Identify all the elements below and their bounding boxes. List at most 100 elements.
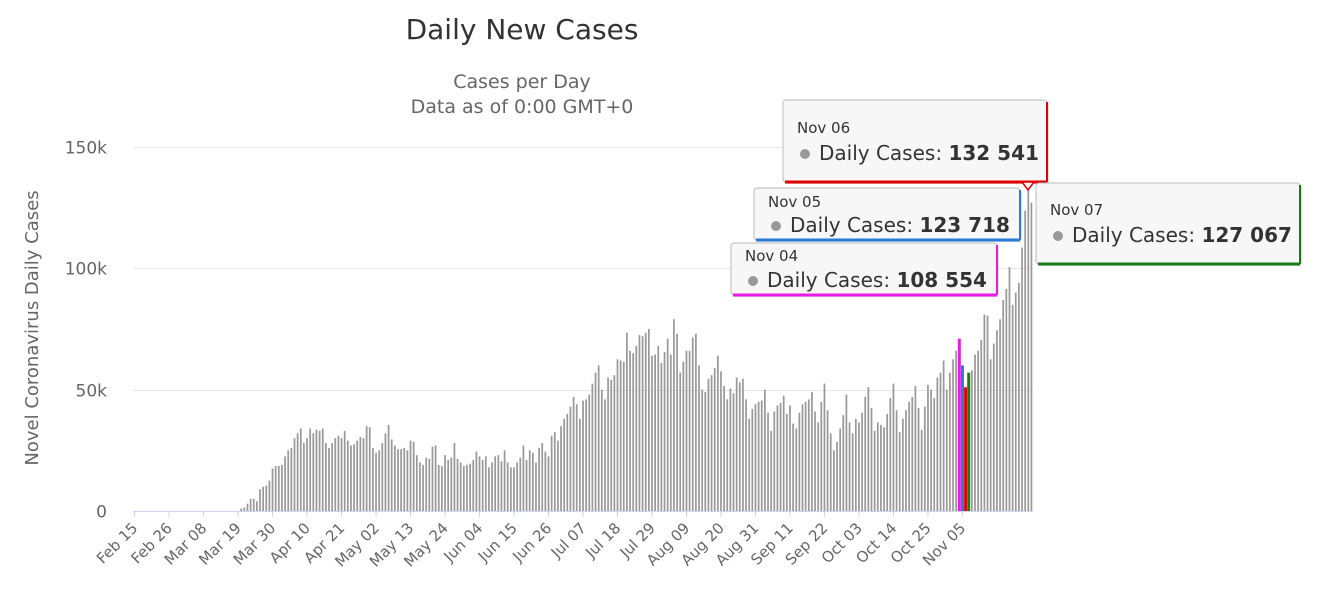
bar[interactable] — [663, 352, 666, 511]
bar[interactable] — [312, 433, 315, 511]
bar[interactable] — [785, 413, 788, 511]
bar[interactable] — [610, 379, 613, 511]
bar[interactable] — [876, 422, 879, 511]
bar[interactable] — [469, 463, 471, 511]
bar[interactable] — [306, 438, 308, 511]
bar[interactable] — [691, 337, 694, 511]
bar[interactable] — [632, 353, 635, 511]
bar[interactable] — [1018, 282, 1020, 511]
bar[interactable] — [845, 394, 848, 511]
bar[interactable] — [488, 467, 490, 511]
bar[interactable] — [811, 392, 813, 511]
bar[interactable] — [647, 329, 650, 511]
bar[interactable] — [503, 450, 506, 511]
bar[interactable] — [372, 447, 374, 511]
bar[interactable] — [735, 377, 738, 511]
bar[interactable] — [510, 467, 512, 511]
bar[interactable] — [767, 412, 769, 511]
bar[interactable] — [585, 399, 587, 511]
bar[interactable] — [575, 404, 578, 511]
bar[interactable] — [541, 443, 544, 511]
bar[interactable] — [412, 441, 415, 511]
bar[interactable] — [886, 413, 889, 511]
bar[interactable] — [572, 396, 575, 511]
bar[interactable] — [506, 462, 509, 511]
bar[interactable] — [688, 350, 691, 511]
bar[interactable] — [861, 412, 863, 511]
bar[interactable] — [531, 452, 534, 511]
bar[interactable] — [820, 401, 823, 511]
bar[interactable] — [745, 399, 747, 511]
bar[interactable] — [274, 466, 277, 511]
highlighted-bar[interactable] — [960, 365, 964, 511]
bar[interactable] — [779, 403, 782, 511]
bar[interactable] — [359, 436, 362, 511]
bar[interactable] — [905, 410, 907, 511]
bar[interactable] — [1002, 299, 1005, 511]
bar[interactable] — [249, 498, 252, 511]
bar[interactable] — [977, 350, 979, 511]
bar[interactable] — [669, 354, 672, 511]
bar[interactable] — [970, 370, 973, 511]
bar[interactable] — [569, 406, 572, 511]
bar[interactable] — [1024, 210, 1027, 511]
bar[interactable] — [760, 400, 763, 511]
bar[interactable] — [277, 466, 280, 511]
bar[interactable] — [409, 440, 412, 511]
bar[interactable] — [462, 466, 465, 511]
bar[interactable] — [334, 438, 337, 511]
bar[interactable] — [936, 377, 939, 511]
bar[interactable] — [980, 339, 983, 511]
bar[interactable] — [942, 360, 945, 511]
bar[interactable] — [1008, 267, 1011, 511]
bar[interactable] — [698, 365, 700, 511]
bar[interactable] — [303, 443, 305, 511]
bar[interactable] — [356, 440, 359, 511]
bar[interactable] — [673, 319, 675, 511]
bar[interactable] — [701, 389, 704, 511]
bar[interactable] — [271, 468, 274, 511]
bar[interactable] — [497, 455, 500, 511]
bar[interactable] — [400, 449, 402, 511]
bar[interactable] — [704, 392, 707, 511]
bar[interactable] — [597, 365, 600, 511]
bar[interactable] — [864, 396, 867, 511]
bar[interactable] — [732, 393, 735, 511]
bar[interactable] — [748, 418, 751, 511]
bar[interactable] — [952, 359, 954, 511]
bar[interactable] — [720, 371, 722, 511]
bar[interactable] — [456, 458, 459, 511]
bar[interactable] — [450, 457, 453, 511]
bar[interactable] — [782, 395, 785, 511]
bar[interactable] — [795, 428, 798, 511]
bar[interactable] — [284, 456, 286, 511]
bar[interactable] — [842, 415, 845, 511]
bar[interactable] — [817, 422, 820, 511]
bar[interactable] — [626, 332, 628, 511]
bar[interactable] — [801, 404, 804, 511]
bar[interactable] — [789, 405, 791, 511]
bar[interactable] — [707, 378, 710, 511]
bar[interactable] — [955, 350, 958, 511]
bar[interactable] — [911, 396, 914, 511]
bar[interactable] — [343, 430, 346, 511]
bar[interactable] — [579, 418, 581, 511]
bar[interactable] — [513, 467, 515, 511]
bar[interactable] — [616, 359, 619, 511]
bar[interactable] — [252, 498, 255, 511]
bar[interactable] — [804, 401, 807, 511]
bar[interactable] — [629, 350, 631, 511]
bar[interactable] — [920, 429, 923, 511]
bar[interactable] — [346, 440, 349, 511]
bar[interactable] — [754, 404, 757, 511]
bar[interactable] — [321, 428, 324, 511]
bar[interactable] — [622, 361, 625, 511]
bar[interactable] — [491, 462, 493, 511]
bar[interactable] — [538, 447, 540, 511]
bar[interactable] — [1030, 202, 1033, 511]
bar[interactable] — [776, 405, 779, 511]
bar[interactable] — [566, 413, 569, 511]
bar[interactable] — [340, 438, 343, 511]
bar[interactable] — [870, 407, 873, 511]
bar[interactable] — [892, 383, 895, 511]
